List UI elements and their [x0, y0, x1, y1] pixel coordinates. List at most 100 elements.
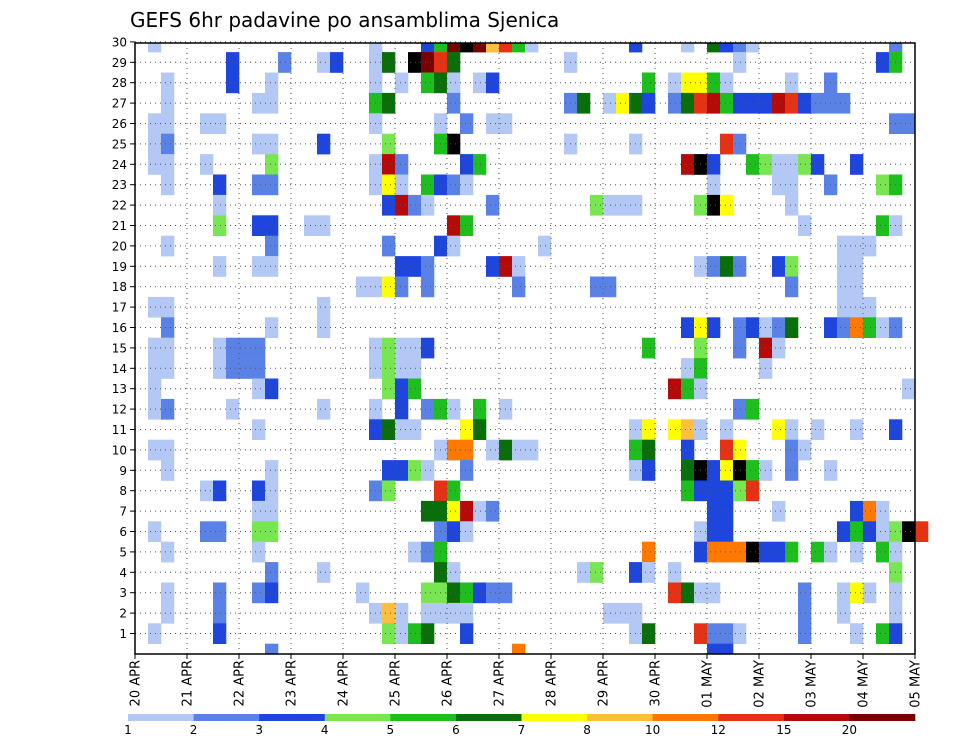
heatmap-cell — [460, 174, 474, 196]
heatmap-cell — [265, 643, 279, 655]
heatmap-cell — [486, 72, 500, 94]
heatmap-cell — [785, 317, 799, 338]
heatmap-cell — [395, 194, 409, 216]
colorbar-swatch — [324, 714, 391, 721]
heatmap-cell — [317, 133, 331, 155]
heatmap-cell — [252, 133, 266, 155]
heatmap-cell — [707, 72, 721, 94]
heatmap-cell — [226, 358, 240, 379]
heatmap-cell — [850, 276, 864, 298]
y-tick-label: 19 — [112, 260, 127, 274]
heatmap-cell — [213, 358, 227, 379]
heatmap-cell — [642, 92, 656, 114]
heatmap-cell — [447, 439, 461, 461]
heatmap-cell — [161, 337, 175, 359]
heatmap-cell — [421, 194, 435, 216]
heatmap-cell — [421, 52, 435, 73]
x-tick-label: 30 APR — [649, 660, 664, 706]
heatmap-cell — [395, 419, 409, 440]
heatmap-cell — [837, 582, 851, 604]
heatmap-cell — [148, 133, 162, 155]
heatmap-cell — [538, 235, 552, 257]
heatmap-cell — [681, 480, 695, 502]
heatmap-cell — [707, 582, 721, 604]
heatmap-cell — [863, 235, 877, 257]
heatmap-cell — [707, 174, 721, 196]
heatmap-cell — [837, 296, 851, 318]
heatmap-cell — [590, 276, 604, 298]
heatmap-cell — [850, 419, 864, 440]
heatmap-cell — [200, 480, 214, 502]
heatmap-cell — [785, 276, 799, 298]
heatmap-cell — [447, 92, 461, 114]
heatmap-cell — [252, 256, 266, 277]
heatmap-cell — [733, 623, 747, 644]
y-tick-label: 23 — [112, 178, 127, 192]
y-tick-label: 29 — [112, 56, 127, 70]
colorbar-label: 5 — [387, 723, 395, 737]
heatmap-cell — [811, 154, 825, 175]
heatmap-cell — [447, 521, 461, 542]
heatmap-cell — [863, 500, 877, 522]
heatmap-cell — [707, 480, 721, 502]
heatmap-cell — [681, 92, 695, 114]
heatmap-cell — [915, 521, 929, 542]
heatmap-cell — [772, 92, 786, 114]
heatmap-cell — [460, 521, 474, 542]
heatmap-cell — [265, 521, 279, 542]
heatmap-cell — [213, 337, 227, 359]
heatmap-cell — [720, 460, 734, 481]
heatmap-cell — [746, 154, 760, 175]
heatmap-cell — [265, 72, 279, 94]
heatmap-cell — [252, 480, 266, 502]
heatmap-cell — [733, 43, 747, 53]
heatmap-cell — [681, 460, 695, 481]
heatmap-cell — [421, 623, 435, 644]
heatmap-cell — [265, 500, 279, 522]
heatmap-cell — [395, 602, 409, 624]
heatmap-cell — [148, 521, 162, 542]
heatmap-cell — [473, 398, 487, 420]
colorbar-swatch — [259, 714, 326, 721]
heatmap-cell — [148, 43, 162, 53]
heatmap-cell — [421, 602, 435, 624]
colorbar-swatch — [718, 714, 785, 721]
heatmap-cell — [603, 194, 617, 216]
colorbar-swatch — [652, 714, 719, 721]
heatmap-cell — [837, 92, 851, 114]
heatmap-cell — [265, 460, 279, 481]
heatmap-cell — [395, 256, 409, 277]
heatmap-cell — [850, 256, 864, 277]
x-tick-label: 29 APR — [597, 660, 612, 706]
heatmap-cell — [408, 378, 422, 400]
heatmap-cell — [447, 582, 461, 604]
y-tick-label: 25 — [112, 137, 127, 151]
heatmap-cell — [850, 296, 864, 318]
heatmap-cell — [460, 43, 474, 53]
colorbar-label: 20 — [842, 723, 857, 737]
heatmap-cell — [317, 562, 331, 583]
heatmap-cell — [421, 174, 435, 196]
heatmap-cell — [395, 623, 409, 644]
heatmap-cell — [863, 582, 877, 604]
heatmap-cell — [512, 43, 526, 53]
heatmap-cell — [265, 154, 279, 175]
heatmap-cell — [382, 337, 396, 359]
heatmap-cell — [681, 358, 695, 379]
heatmap-cell — [668, 419, 682, 440]
heatmap-cell — [512, 439, 526, 461]
heatmap-cell — [668, 72, 682, 94]
heatmap-cell — [395, 72, 409, 94]
heatmap-cell — [252, 582, 266, 604]
x-tick-label: 05 MAY — [909, 660, 924, 708]
heatmap-cell — [278, 52, 292, 73]
heatmap-cell — [395, 174, 409, 196]
heatmap-cell — [161, 72, 175, 94]
y-tick-label: 26 — [112, 117, 127, 131]
heatmap-cell — [785, 174, 799, 196]
heatmap-cell — [161, 113, 175, 134]
heatmap-cell — [382, 419, 396, 440]
heatmap-cell — [746, 480, 760, 502]
heatmap-cell — [200, 113, 214, 134]
heatmap-cell — [733, 92, 747, 114]
